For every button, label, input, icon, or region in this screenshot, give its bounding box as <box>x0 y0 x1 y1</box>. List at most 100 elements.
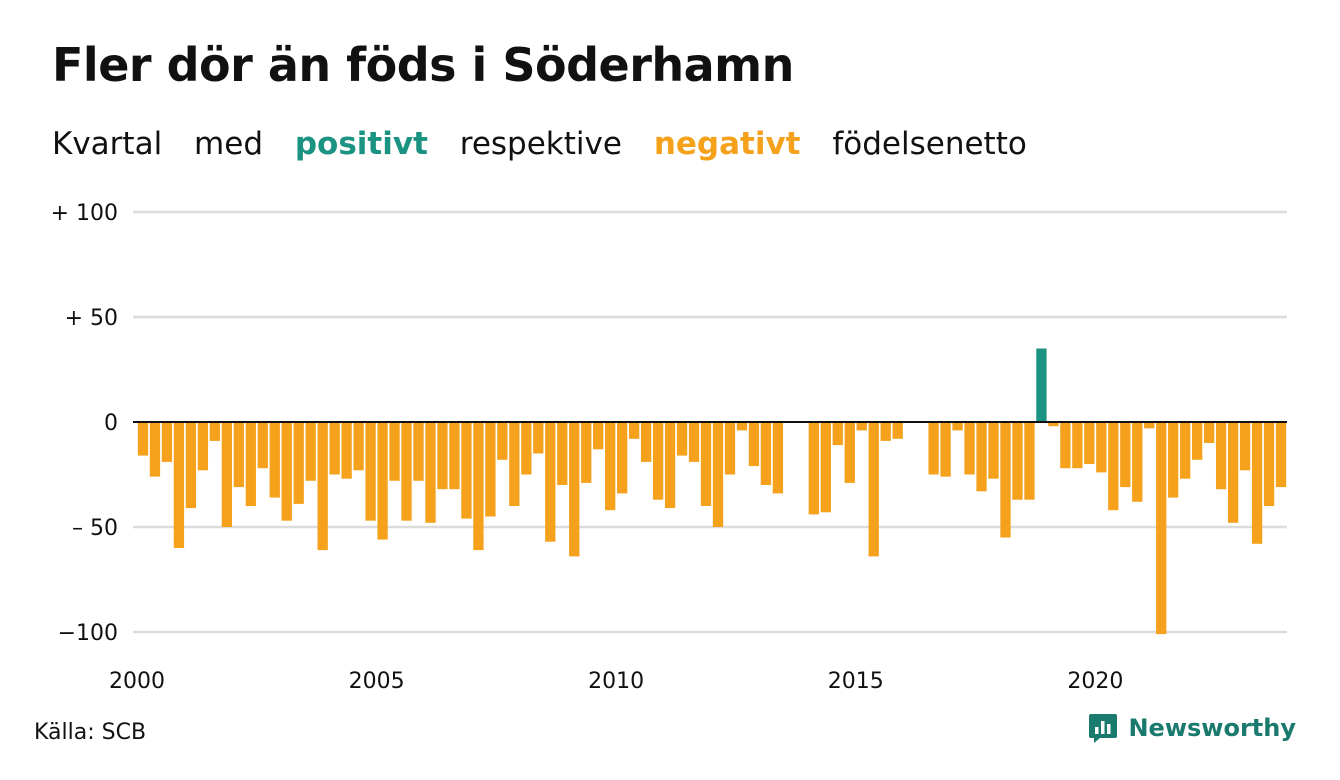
bar <box>652 422 664 500</box>
bar <box>257 422 268 469</box>
bar <box>748 422 760 467</box>
bar <box>640 422 652 462</box>
bar <box>377 422 388 540</box>
bar <box>700 422 712 506</box>
x-tick-label: 2005 <box>349 669 405 694</box>
y-tick-label: – 50 <box>72 516 118 541</box>
bar <box>676 422 688 456</box>
bar <box>1192 422 1203 460</box>
bar <box>329 422 340 475</box>
bar <box>1120 422 1131 488</box>
bar <box>401 422 412 521</box>
bar <box>1144 422 1155 429</box>
bar <box>688 422 700 462</box>
bar <box>1215 422 1227 490</box>
bar <box>1168 422 1179 498</box>
bar <box>221 422 232 527</box>
bar <box>341 422 352 479</box>
y-tick-label: −100 <box>58 621 118 646</box>
logo-text: Newsworthy <box>1128 714 1296 742</box>
x-tick-label: 2015 <box>828 669 884 694</box>
bar <box>952 422 963 431</box>
bar <box>1180 422 1191 479</box>
bar <box>425 422 436 523</box>
bar <box>832 422 843 446</box>
bar <box>628 422 640 439</box>
chart-title: Fler dör än föds i Söderhamn <box>52 38 794 92</box>
bar <box>293 422 304 504</box>
y-tick-label: + 50 <box>65 306 118 331</box>
bar <box>593 422 604 450</box>
bar-chart: + 100 + 50 0 – 50 −100 2000 2005 2010 2015 2020 <box>51 201 1287 694</box>
bar <box>461 422 472 519</box>
bar <box>137 422 149 456</box>
bar <box>1132 422 1143 502</box>
bar <box>533 422 544 454</box>
bar <box>1239 422 1251 471</box>
bar <box>1251 422 1263 544</box>
bar <box>988 422 999 479</box>
bar <box>724 422 736 475</box>
bar <box>1096 422 1107 473</box>
chart-subtitle: Kvartal med positivt respektive negativt… <box>52 126 1049 162</box>
bar <box>605 422 616 511</box>
subtitle-word: respektive <box>459 126 622 162</box>
bar <box>413 422 424 481</box>
bar <box>233 422 244 488</box>
bar <box>497 422 508 460</box>
bar <box>617 422 628 494</box>
bar <box>808 422 819 515</box>
bar <box>964 422 975 475</box>
bar <box>1000 422 1011 538</box>
bar <box>1060 422 1071 469</box>
bar <box>209 422 221 441</box>
bar <box>473 422 484 551</box>
bar <box>772 422 784 494</box>
subtitle-word: med <box>194 126 263 162</box>
bar <box>365 422 376 521</box>
bar <box>437 422 448 490</box>
bar <box>149 422 161 477</box>
bar <box>712 422 724 527</box>
bar <box>1203 422 1215 443</box>
bar <box>545 422 556 542</box>
bar <box>820 422 831 513</box>
newsworthy-logo[interactable]: Newsworthy <box>1088 712 1296 744</box>
y-tick-label: + 100 <box>51 201 118 226</box>
subtitle-negative-word: negativt <box>653 126 801 162</box>
bar <box>1156 422 1167 635</box>
bar <box>1036 348 1047 422</box>
bar <box>317 422 328 551</box>
bar <box>281 422 292 521</box>
bar <box>940 422 951 477</box>
bar <box>197 422 209 471</box>
subtitle-positive-word: positivt <box>294 126 428 162</box>
newsworthy-logo-icon <box>1089 714 1118 743</box>
subtitle-word: födelsenetto <box>832 126 1027 162</box>
x-tick-label: 2020 <box>1067 669 1123 694</box>
bar <box>1275 422 1287 488</box>
source-note: Källa: SCB <box>34 720 147 745</box>
bar <box>557 422 568 485</box>
bar <box>880 422 891 441</box>
bar <box>1012 422 1023 500</box>
bar <box>844 422 855 483</box>
bar <box>1108 422 1119 511</box>
bar <box>736 422 748 431</box>
y-tick-label: 0 <box>104 411 118 436</box>
bar <box>1048 422 1059 427</box>
bar <box>581 422 592 483</box>
bar <box>760 422 772 485</box>
subtitle-word: Kvartal <box>52 126 163 162</box>
bar <box>868 422 879 557</box>
bar <box>1024 422 1035 500</box>
bar <box>928 422 939 475</box>
x-tick-label: 2010 <box>588 669 644 694</box>
bar <box>569 422 580 557</box>
bar <box>664 422 676 509</box>
bar <box>353 422 364 471</box>
bar <box>173 422 185 548</box>
bar <box>245 422 256 506</box>
bar <box>521 422 532 475</box>
bar <box>161 422 173 462</box>
